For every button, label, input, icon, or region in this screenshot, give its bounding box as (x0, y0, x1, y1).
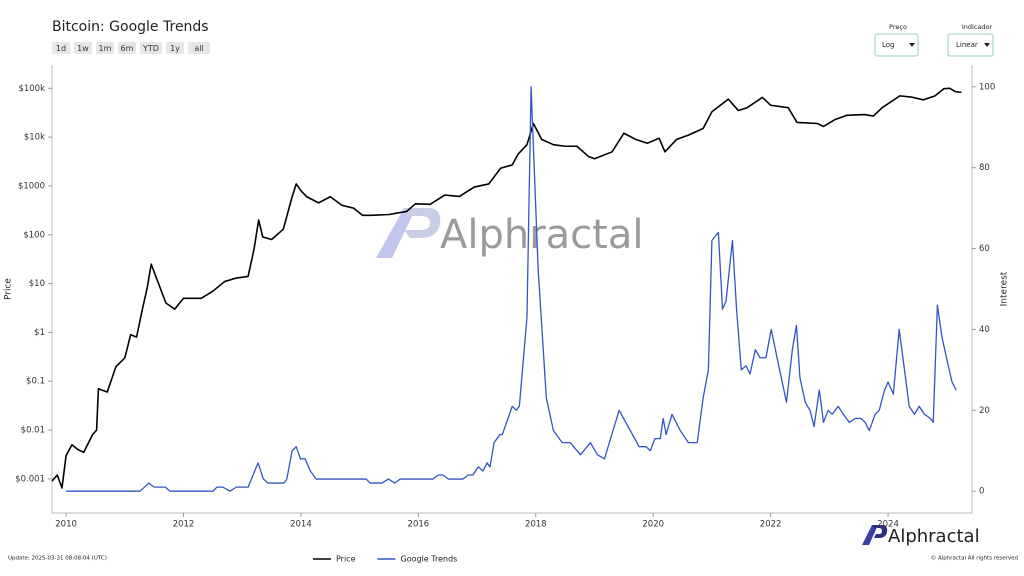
range-button[interactable]: 6m (118, 42, 136, 54)
range-button-bg (52, 42, 70, 54)
watermark-text: Alphractal (440, 212, 643, 258)
range-button-label: all (194, 44, 203, 53)
range-button[interactable]: 1d (52, 42, 70, 54)
range-button-bg (96, 42, 114, 54)
indicator-value: Linear (956, 41, 978, 49)
range-button-label: 1d (56, 44, 66, 53)
range-button-label: YTD (142, 44, 159, 53)
chart-title: Bitcoin: Google Trends (52, 19, 209, 35)
price-scale-value: Log (882, 41, 895, 49)
x-tick-label: 2020 (642, 520, 664, 530)
x-tick-label: 2022 (760, 520, 782, 530)
range-button[interactable]: 1m (96, 42, 114, 54)
x-tick-label: 2018 (525, 520, 547, 530)
range-button-bg (166, 42, 184, 54)
range-button-label: 1y (170, 44, 180, 53)
range-button[interactable]: 1w (74, 42, 92, 54)
y-tick-label: $1000 (18, 181, 45, 191)
range-button-bg (188, 42, 210, 54)
legend-label: Google Trends (401, 555, 458, 564)
y-tick-label: $100 (23, 230, 45, 240)
price-scale-label: Preço (889, 23, 907, 31)
range-button-bg (118, 42, 136, 54)
series-line (66, 86, 957, 492)
x-tick-label: 2010 (55, 520, 77, 530)
y2-tick-label: 60 (979, 244, 990, 254)
y2-tick-label: 40 (979, 325, 990, 335)
range-button-label: 1m (99, 44, 112, 53)
y2-tick-label: 80 (979, 163, 990, 173)
logo-text: Alphractal (888, 526, 980, 547)
indicator-label: Indicador (962, 23, 993, 31)
y-tick-label: $10 (29, 279, 45, 289)
range-button[interactable]: 1y (166, 42, 184, 54)
range-button-label: 6m (121, 44, 134, 53)
x-tick-label: 2012 (173, 520, 195, 530)
y2-tick-label: 100 (979, 82, 995, 92)
y-tick-label: $0.1 (26, 377, 45, 387)
series-line (51, 87, 962, 489)
range-button-bg (74, 42, 92, 54)
x-tick-label: 2016 (408, 520, 430, 530)
x-tick-label: 2014 (290, 520, 312, 530)
y-tick-label: $10k (24, 133, 45, 143)
copyright: © Alphractal All rights reserved (931, 555, 1018, 562)
range-button[interactable]: all (188, 42, 210, 54)
watermark: Alphractal (376, 208, 643, 258)
range-button[interactable]: YTD (140, 42, 162, 54)
y-tick-label: $0.01 (21, 426, 45, 436)
y-tick-label: $0.001 (15, 474, 45, 484)
update-time: Update: 2025-03-31 08:08:04 (UTC) (8, 556, 107, 562)
legend-label: Price (336, 555, 356, 564)
y2-axis-label: Interest (1000, 271, 1010, 306)
indicator-select[interactable]: Linear (947, 33, 994, 57)
range-button-bg (140, 42, 162, 54)
range-buttons: 1d 1w 1m 6m YTD 1y all (52, 42, 210, 54)
y-tick-label: $100k (18, 84, 45, 94)
logo: Alphractal (862, 525, 980, 547)
x-tick-label: 2024 (877, 520, 899, 530)
price-scale-select[interactable]: Log (874, 33, 919, 57)
range-button-label: 1w (77, 44, 89, 53)
y2-tick-label: 0 (979, 487, 984, 497)
y-tick-label: $1 (34, 328, 45, 338)
y2-tick-label: 20 (979, 406, 990, 416)
y-axis-label: Price (4, 278, 14, 300)
